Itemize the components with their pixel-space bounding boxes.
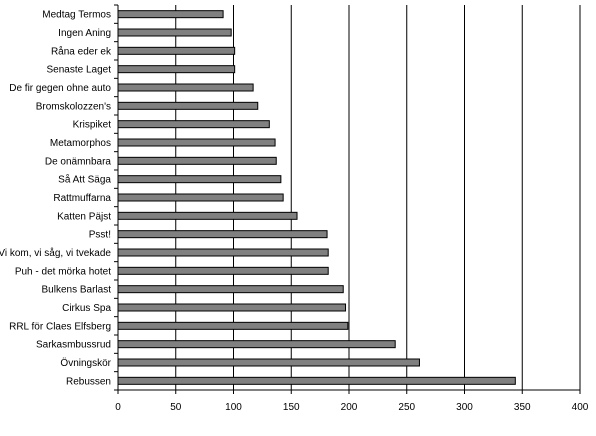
category-label: Råna eder ek: [51, 45, 112, 57]
category-label: Puh - det mörka hotet: [15, 266, 111, 277]
bar: [117, 230, 328, 239]
x-tick-labels: 0 50 100 150 200 250 300 350 400: [115, 402, 589, 413]
category-label: Så Att Säga: [58, 174, 111, 186]
category-label: Rebussen: [66, 376, 111, 387]
bar: [117, 248, 329, 257]
category-label: Sarkasmbussrud: [36, 340, 111, 351]
category-label: Katten Päjst: [57, 211, 111, 222]
x-tick-label: 300: [456, 402, 473, 413]
x-tick-label: 200: [341, 402, 358, 413]
x-tick-label: 50: [170, 402, 182, 413]
category-label: Bromskolozzen's: [36, 101, 111, 112]
bars: [117, 10, 516, 385]
category-label: Cirkus Spa: [62, 303, 111, 314]
x-tick-label: 400: [572, 402, 589, 413]
x-tick-label: 350: [514, 402, 531, 413]
bar: [117, 321, 349, 330]
bar: [117, 138, 276, 147]
bar: [117, 65, 236, 74]
category-labels: Medtag Termos Ingen Aning Råna eder ek Sena…: [0, 10, 112, 388]
bar: [117, 10, 224, 19]
category-label: Psst!: [89, 230, 111, 241]
bar: [117, 266, 329, 275]
bar: [117, 285, 344, 294]
bar: [117, 120, 270, 129]
x-tick-label: 250: [398, 402, 415, 413]
bar: [117, 46, 236, 55]
bar: [117, 101, 259, 110]
bar: [117, 28, 232, 37]
category-label: Senaste Laget: [47, 65, 112, 76]
bar: [117, 376, 516, 385]
bar: [117, 193, 284, 202]
bar: [117, 340, 396, 349]
category-label: Medtag Termos: [42, 10, 111, 21]
x-tick-label: 100: [225, 402, 242, 413]
bar: [117, 211, 298, 220]
category-label: Metamorphos: [50, 138, 111, 149]
category-label: Bulkens Barlast: [42, 285, 112, 296]
category-label: RRL för Claes Elfsberg: [9, 321, 111, 332]
category-label: Krispiket: [73, 120, 112, 131]
category-label: Vi kom, vi såg, vi tvekade: [0, 247, 111, 259]
bar: [117, 83, 254, 92]
category-label: De fir gegen ohne auto: [9, 83, 111, 94]
category-label: De onämnbara: [45, 156, 112, 167]
x-tick-label: 150: [283, 402, 300, 413]
category-label: Övningskör: [60, 357, 111, 369]
bar: [117, 156, 277, 165]
bar: [117, 175, 282, 184]
bar: [117, 303, 347, 312]
axes: [114, 4, 581, 394]
category-label: Rattmuffarna: [53, 193, 111, 204]
category-label: Ingen Aning: [58, 28, 111, 39]
bar: [117, 358, 420, 367]
x-tick-label: 0: [115, 402, 121, 413]
